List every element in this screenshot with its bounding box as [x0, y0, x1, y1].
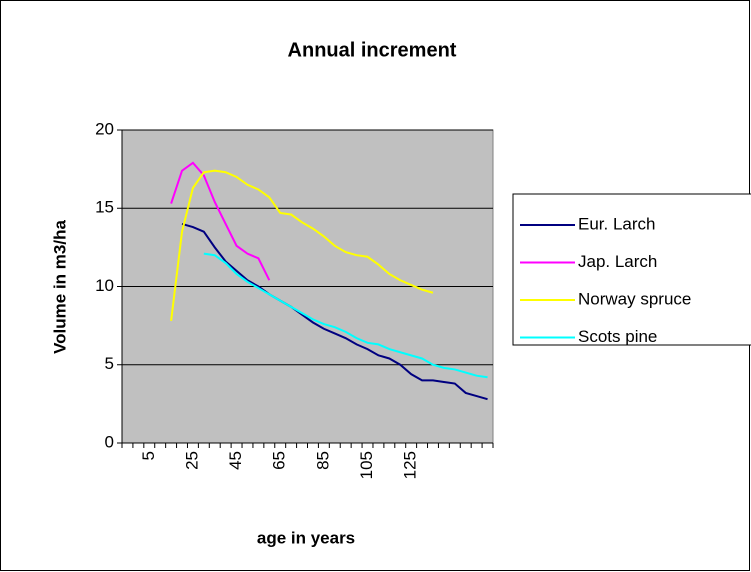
legend: Eur. Larch Jap. Larch Norway spruce Scots p…	[512, 193, 751, 346]
x-axis-label: age in years	[257, 528, 355, 547]
y-tick-label: 20	[95, 119, 114, 138]
line-series	[181, 222, 488, 401]
line-series	[170, 161, 271, 281]
legend-label: Eur. Larch	[578, 214, 656, 233]
chart-title: Annual increment	[288, 39, 457, 61]
y-tick-label: 15	[95, 198, 114, 217]
legend-label: Scots pine	[578, 327, 657, 346]
legend-label: Jap. Larch	[578, 252, 657, 271]
y-tick-label: 0	[105, 432, 114, 451]
x-tick-label: 45	[226, 451, 245, 470]
legend-label: Norway spruce	[578, 289, 691, 308]
y-tick-label: 5	[105, 354, 114, 373]
line-series	[170, 169, 434, 322]
y-tick-label: 10	[95, 276, 114, 295]
y-axis-label: Volume in m3/ha	[50, 220, 69, 354]
x-tick-label: 65	[270, 451, 289, 470]
x-tick-label: 125	[401, 451, 420, 479]
legend-box	[512, 193, 751, 346]
line-series	[203, 252, 488, 379]
x-tick-label: 5	[139, 451, 158, 460]
x-tick-label: 105	[357, 451, 376, 479]
x-tick-label: 85	[313, 451, 332, 470]
x-tick-label: 25	[182, 451, 201, 470]
